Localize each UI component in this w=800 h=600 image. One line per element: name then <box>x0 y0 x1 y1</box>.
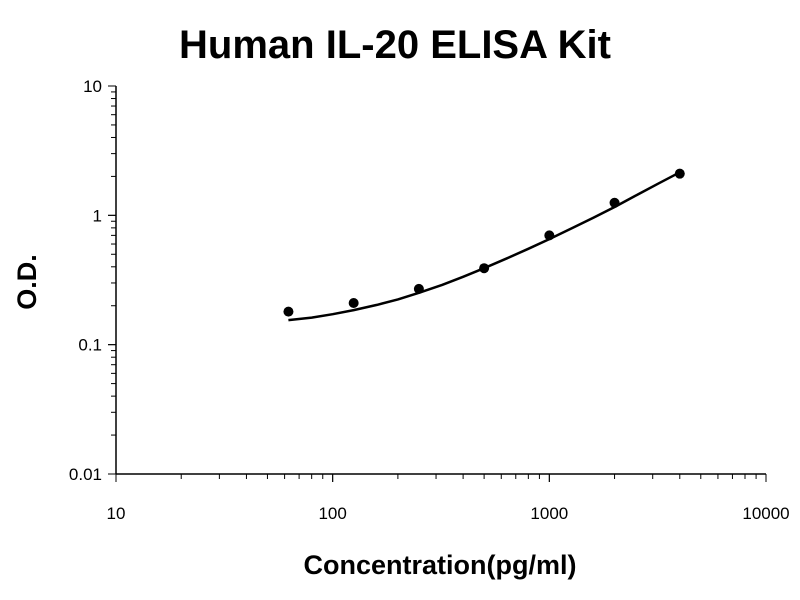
data-point <box>544 230 555 241</box>
x-axis-title: Concentration(pg/ml) <box>304 550 577 580</box>
data-point <box>413 283 424 294</box>
x-tick-label: 10000 <box>742 504 789 523</box>
y-axis-ticks: 0.01 0.1 1 10 <box>69 77 116 484</box>
data-point <box>283 306 294 317</box>
x-axis-ticks: 10 100 1000 10000 <box>107 474 790 523</box>
fit-curve-group <box>288 171 681 322</box>
x-tick-label: 10 <box>107 504 126 523</box>
chart-title: Human IL-20 ELISA Kit <box>179 23 611 67</box>
fit-curve <box>288 171 681 322</box>
axes <box>115 86 766 475</box>
data-point <box>674 168 685 179</box>
y-tick-label: 0.1 <box>78 336 102 355</box>
data-point <box>479 263 490 274</box>
y-axis-title: O.D. <box>12 254 42 310</box>
y-tick-label: 1 <box>93 206 102 225</box>
x-tick-label: 1000 <box>530 504 568 523</box>
data-point <box>348 297 359 308</box>
data-points-group <box>283 168 685 317</box>
data-point <box>609 197 620 208</box>
y-tick-label: 0.01 <box>69 465 102 484</box>
x-tick-label: 100 <box>318 504 346 523</box>
y-tick-label: 10 <box>83 77 102 96</box>
